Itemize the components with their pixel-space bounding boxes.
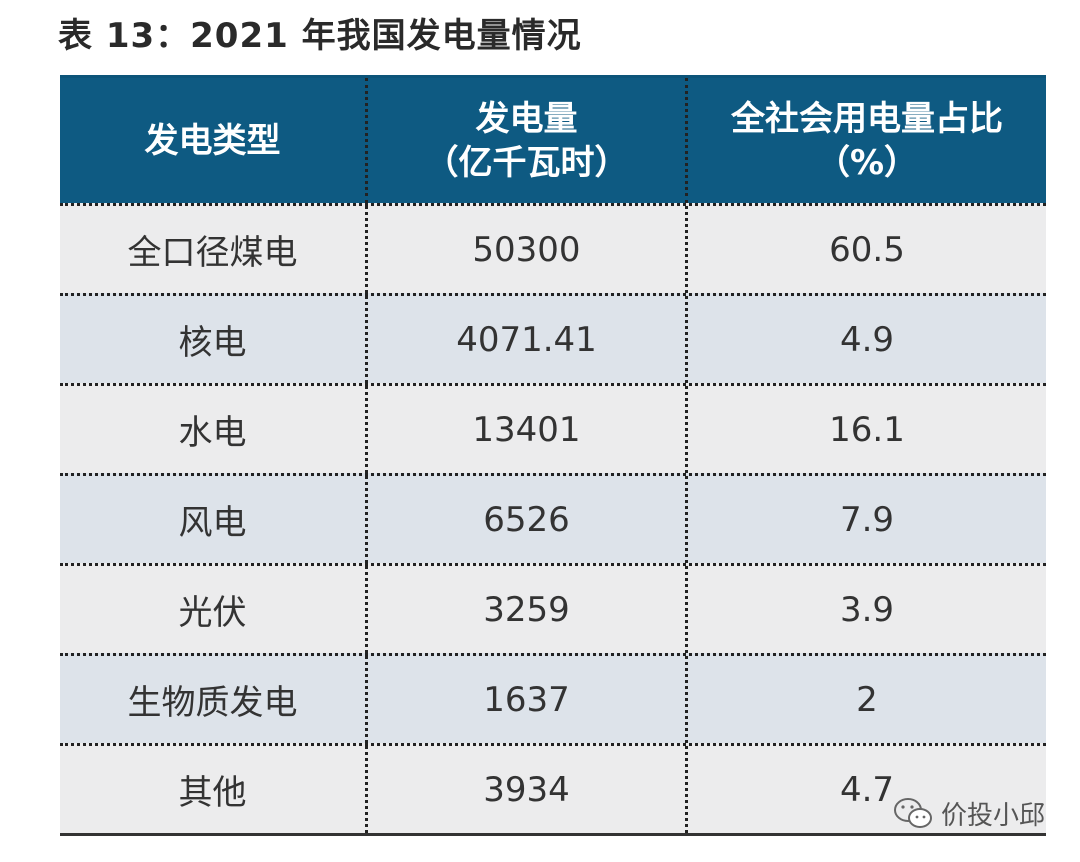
table-cell: 3934: [365, 746, 685, 833]
wechat-icon: [894, 797, 932, 828]
table: 发电类型 发电量 （亿千瓦时） 全社会用电量占比 （%） 全口径煤电 50300 60.5 核电…: [60, 75, 1046, 836]
table-row: 生物质发电 1637 2: [60, 653, 1046, 743]
table-row: 全口径煤电 50300 60.5: [60, 203, 1046, 293]
header-row: 发电类型 发电量 （亿千瓦时） 全社会用电量占比 （%）: [60, 78, 1046, 203]
table-cell: 50300: [365, 206, 685, 293]
table-title: 表 13：2021 年我国发电量情况: [58, 16, 582, 56]
table-cell: 1637: [365, 656, 685, 743]
header-cell: 发电量 （亿千瓦时）: [365, 78, 685, 203]
table-cell: 光伏: [178, 593, 247, 633]
table-cell: 7.9: [685, 476, 1046, 563]
watermark: 价投小邱: [893, 795, 1045, 832]
table-cell: 其他: [178, 773, 247, 813]
table-cell: 3259: [365, 566, 685, 653]
table-cell: 6526: [365, 476, 685, 563]
header-cell: 发电类型: [60, 78, 365, 203]
table-cell: 核电: [178, 323, 247, 363]
table-cell: 60.5: [685, 206, 1046, 293]
table-cell: 生物质发电: [127, 683, 298, 723]
table-row: 风电 6526 7.9: [60, 473, 1046, 563]
table-cell: 4071.41: [365, 296, 685, 383]
header-text: （%）: [815, 142, 919, 183]
header-text: （亿千瓦时）: [424, 142, 629, 183]
table-cell: 16.1: [685, 386, 1046, 473]
table-cell: 全口径煤电: [127, 233, 298, 273]
header-text: 发电类型: [144, 120, 281, 161]
table-cell: 4.9: [685, 296, 1046, 383]
header-text: 发电量: [475, 98, 578, 139]
header-cell: 全社会用电量占比 （%）: [685, 78, 1046, 203]
table-row: 水电 13401 16.1: [60, 383, 1046, 473]
table-cell: 4.7: [685, 746, 1046, 833]
table-cell: 水电: [178, 413, 247, 453]
table-row: 核电 4071.41 4.9: [60, 293, 1046, 383]
header-text: 全社会用电量占比: [731, 98, 1003, 139]
table-row: 其他 3934 4.7: [60, 743, 1046, 833]
table-cell: 风电: [178, 503, 247, 543]
table-cell: 3.9: [685, 566, 1046, 653]
table-cell: 2: [685, 656, 1046, 743]
watermark-text: 价投小邱: [941, 801, 1046, 831]
table-row: 光伏 3259 3.9: [60, 563, 1046, 653]
table-cell: 13401: [365, 386, 685, 473]
